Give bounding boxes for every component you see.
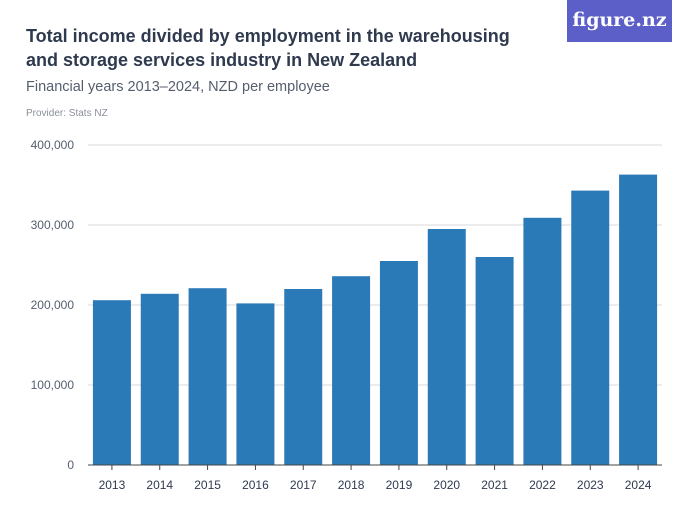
x-tick-label-2021: 2021 [481, 478, 508, 492]
bar-2017[interactable] [284, 289, 323, 465]
bar-2020[interactable] [427, 229, 466, 465]
x-tick-label-2013: 2013 [99, 478, 126, 492]
bar-2014[interactable] [140, 293, 179, 465]
x-tick-label-2015: 2015 [194, 478, 221, 492]
x-tick-label-2024: 2024 [625, 478, 652, 492]
bar-2022[interactable] [523, 217, 562, 465]
x-tick-label-2022: 2022 [529, 478, 556, 492]
bar-2019[interactable] [379, 261, 418, 465]
x-tick-label-2017: 2017 [290, 478, 317, 492]
y-tick-label: 0 [67, 458, 74, 472]
x-tick-label-2016: 2016 [242, 478, 269, 492]
bar-2023[interactable] [571, 190, 610, 465]
bar-2013[interactable] [92, 300, 131, 465]
provider-label: Provider: Stats NZ [26, 108, 108, 119]
x-tick-label-2019: 2019 [386, 478, 413, 492]
bar-2015[interactable] [188, 288, 227, 465]
bar-2024[interactable] [619, 174, 658, 465]
bar-2018[interactable] [332, 276, 371, 465]
bar-2016[interactable] [236, 303, 275, 465]
y-tick-label: 400,000 [31, 138, 75, 152]
chart-subtitle: Financial years 2013–2024, NZD per emplo… [26, 79, 330, 95]
x-tick-label-2018: 2018 [338, 478, 365, 492]
x-tick-label-2014: 2014 [146, 478, 173, 492]
y-tick-label: 100,000 [31, 378, 75, 392]
x-tick-label-2023: 2023 [577, 478, 604, 492]
figure-nz-logo[interactable]: figure.nz [567, 0, 672, 42]
y-tick-label: 300,000 [31, 218, 75, 232]
x-tick-label-2020: 2020 [433, 478, 460, 492]
y-tick-label: 200,000 [31, 298, 75, 312]
chart-title: Total income divided by employment in th… [26, 26, 510, 70]
bar-2021[interactable] [475, 257, 514, 465]
